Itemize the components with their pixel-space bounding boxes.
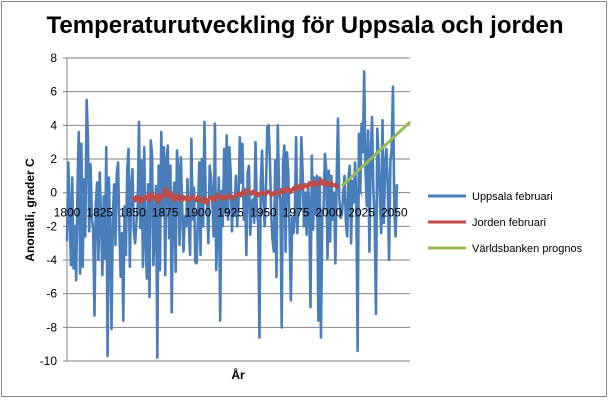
- legend-label: Uppsala februari: [472, 191, 553, 203]
- series-line-2: [131, 177, 340, 206]
- legend: Uppsala februari Jorden februari Världsban…: [428, 191, 583, 255]
- x-tick-label: 2025: [348, 206, 375, 220]
- x-tick-label: 1850: [119, 206, 146, 220]
- x-tick-label: 1975: [283, 206, 310, 220]
- tick-labels: -10 -8 -6 -4 -2 0 2 4 6 8 1800 1825 1850 1875 1900 1925…: [40, 51, 408, 368]
- x-tick-label: 2050: [381, 206, 408, 220]
- legend-label: Världsbanken prognos: [472, 243, 583, 255]
- x-tick-label: 1875: [152, 206, 179, 220]
- x-tick-label: 1925: [217, 206, 244, 220]
- x-tick-label: 1825: [86, 206, 113, 220]
- series-line-3: [340, 120, 412, 188]
- y-tick-label: 4: [50, 118, 57, 132]
- y-tick-label: -6: [46, 287, 57, 301]
- legend-label: Jorden februari: [472, 217, 546, 229]
- y-axis-label: Anomali, grader C: [23, 158, 37, 262]
- series-layer: [65, 70, 412, 359]
- y-tick-label: -2: [46, 219, 57, 233]
- y-tick-label: 0: [50, 186, 57, 200]
- y-tick-label: -8: [46, 320, 57, 334]
- x-axis-label: År: [231, 367, 245, 382]
- y-tick-label: -10: [40, 354, 58, 368]
- x-tick-label: 1800: [54, 206, 81, 220]
- y-tick-label: -4: [46, 253, 57, 267]
- x-tick-label: 1950: [250, 206, 277, 220]
- y-tick-label: 2: [50, 152, 57, 166]
- chart-title: Temperaturutveckling för Uppsala och jor…: [46, 12, 564, 39]
- series-line-1: [65, 70, 399, 359]
- y-tick-label: 8: [50, 51, 57, 65]
- y-tick-label: 6: [50, 85, 57, 99]
- x-tick-label: 2000: [315, 206, 342, 220]
- x-tick-label: 1900: [185, 206, 212, 220]
